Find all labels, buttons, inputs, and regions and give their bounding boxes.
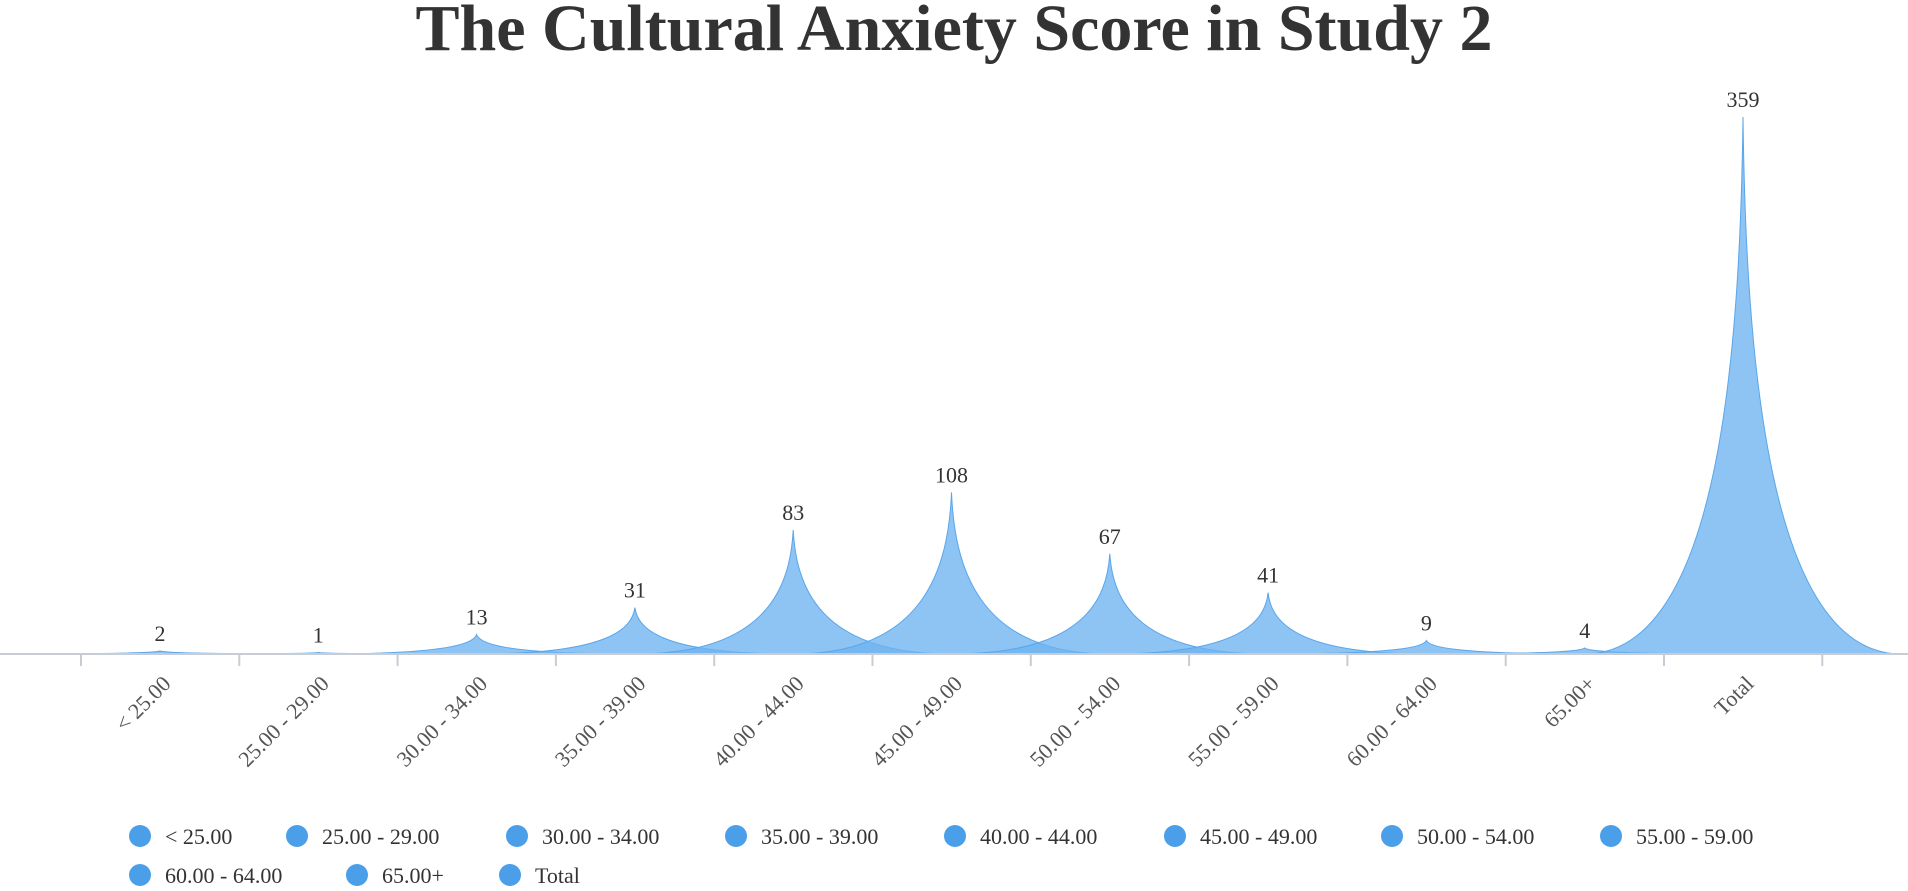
peak-areas <box>1 116 1902 655</box>
legend-item[interactable]: 50.00 - 54.00 <box>1381 824 1534 849</box>
data-label: 31 <box>624 578 646 603</box>
x-tick-label: 30.00 - 34.00 <box>391 671 492 772</box>
legend-label: 25.00 - 29.00 <box>322 824 439 849</box>
legend-marker <box>725 825 747 847</box>
data-label: 13 <box>466 605 488 630</box>
x-tick-label: 40.00 - 44.00 <box>708 671 809 772</box>
data-label: 67 <box>1099 524 1121 549</box>
legend-label: Total <box>535 863 580 888</box>
peak-7 <box>1109 592 1427 655</box>
x-axis-ticks <box>80 654 1824 666</box>
peak-4 <box>634 529 952 655</box>
legend-item[interactable]: 55.00 - 59.00 <box>1600 824 1753 849</box>
legend-marker <box>1600 825 1622 847</box>
legend-item[interactable]: < 25.00 <box>129 824 232 849</box>
x-tick-label: 65.00+ <box>1539 671 1600 732</box>
legend-item[interactable]: 40.00 - 44.00 <box>944 824 1097 849</box>
legend-marker <box>506 825 528 847</box>
legend-label: 35.00 - 39.00 <box>761 824 878 849</box>
data-label: 359 <box>1727 87 1760 112</box>
x-axis-tick-labels: < 25.00 25.00 - 29.00 30.00 - 34.00 35.00 -… <box>110 671 1758 772</box>
legend-label: 40.00 - 44.00 <box>980 824 1097 849</box>
data-label: 108 <box>935 462 968 487</box>
peak-5 <box>793 492 1110 655</box>
data-label: 83 <box>782 500 804 525</box>
data-label: 9 <box>1421 611 1432 636</box>
legend-item[interactable]: Total <box>499 863 580 888</box>
legend-label: 30.00 - 34.00 <box>542 824 659 849</box>
peak-6 <box>951 553 1269 655</box>
legend-item[interactable]: 30.00 - 34.00 <box>506 824 659 849</box>
legend-label: 65.00+ <box>382 863 444 888</box>
legend-label: < 25.00 <box>165 824 232 849</box>
x-tick-label: 45.00 - 49.00 <box>866 671 967 772</box>
legend-label: 55.00 - 59.00 <box>1636 824 1753 849</box>
legend-label: 60.00 - 64.00 <box>165 863 282 888</box>
legend-marker <box>286 825 308 847</box>
data-label: 1 <box>313 623 324 648</box>
x-tick-label: < 25.00 <box>110 671 175 736</box>
legend-marker <box>129 825 151 847</box>
x-tick-label: 35.00 - 39.00 <box>550 671 651 772</box>
data-label: 2 <box>155 621 166 646</box>
legend-marker <box>944 825 966 847</box>
legend-item[interactable]: 25.00 - 29.00 <box>286 824 439 849</box>
legend-marker <box>499 864 521 886</box>
chart-title: The Cultural Anxiety Score in Study 2 <box>416 0 1493 65</box>
legend-item[interactable]: 45.00 - 49.00 <box>1164 824 1317 849</box>
data-label: 4 <box>1579 618 1590 643</box>
legend-label: 45.00 - 49.00 <box>1200 824 1317 849</box>
legend-item[interactable]: 60.00 - 64.00 <box>129 863 282 888</box>
x-tick-label: 60.00 - 64.00 <box>1341 671 1442 772</box>
data-label: 41 <box>1257 563 1279 588</box>
legend-marker <box>1381 825 1403 847</box>
peak-8 <box>1268 639 1585 655</box>
legend-label: 50.00 - 54.00 <box>1417 824 1534 849</box>
peak-10 <box>1584 116 1902 655</box>
legend-item[interactable]: 65.00+ <box>346 863 444 888</box>
x-tick-label: Total <box>1709 671 1758 720</box>
legend: < 25.00 25.00 - 29.00 30.00 - 34.00 35.00 -… <box>129 824 1753 888</box>
legend-marker <box>1164 825 1186 847</box>
data-labels: 2 1 13 31 83 108 67 41 9 4 359 <box>155 87 1760 648</box>
x-tick-label: 25.00 - 29.00 <box>233 671 334 772</box>
legend-marker <box>346 864 368 886</box>
legend-marker <box>129 864 151 886</box>
legend-item[interactable]: 35.00 - 39.00 <box>725 824 878 849</box>
x-tick-label: 55.00 - 59.00 <box>1183 671 1284 772</box>
x-tick-label: 50.00 - 54.00 <box>1025 671 1126 772</box>
